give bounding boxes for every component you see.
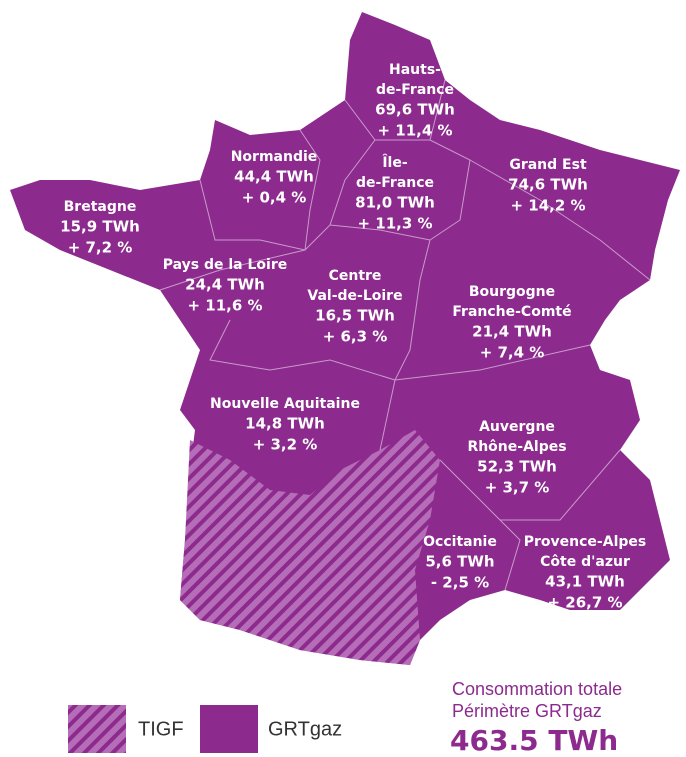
total-value: 463.5 TWh — [450, 724, 618, 757]
region-name: Hauts- — [389, 62, 441, 78]
region-consumption: 44,4 TWh — [234, 168, 314, 186]
region-name: Grand Est — [509, 157, 587, 173]
region-name: Occitanie — [423, 534, 497, 550]
region-name: Centre — [329, 268, 382, 284]
region-name: Rhône-Alpes — [467, 439, 566, 455]
legend-swatch — [68, 705, 126, 753]
region-consumption: 52,3 TWh — [477, 458, 557, 476]
region-name: Île- — [382, 154, 408, 171]
tigf-area — [180, 430, 440, 665]
region-change: + 0,4 % — [242, 189, 307, 207]
region-change: + 14,2 % — [510, 197, 585, 215]
region-name: de-France — [356, 175, 434, 191]
region-name: Provence-Alpes — [524, 534, 646, 550]
total-line: Périmètre GRTgaz — [452, 701, 602, 721]
legend-swatch — [200, 705, 258, 753]
region-name: Côte d'azur — [540, 554, 630, 570]
region-name: Normandie — [231, 149, 318, 165]
region-name: Val-de-Loire — [307, 288, 402, 304]
region-consumption: 15,9 TWh — [60, 218, 140, 236]
region-consumption: 69,6 TWh — [375, 101, 455, 119]
region-name: Auvergne — [479, 419, 555, 435]
legend-label: TIGF — [138, 718, 184, 740]
region-name: Bourgogne — [469, 284, 555, 300]
region-name: Pays de la Loire — [163, 257, 287, 273]
region-consumption: 24,4 TWh — [185, 276, 265, 294]
region-consumption: 21,4 TWh — [472, 323, 552, 341]
total-line: Consommation totale — [452, 679, 622, 699]
region-consumption: 5,6 TWh — [425, 553, 494, 571]
region-consumption: 81,0 TWh — [355, 194, 435, 212]
total: Consommation totale Périmètre GRTgaz 463… — [450, 679, 622, 757]
region-name: de-France — [376, 82, 454, 98]
region-borders — [159, 79, 651, 591]
region-consumption: 16,5 TWh — [315, 307, 395, 325]
region-consumption: 74,6 TWh — [508, 176, 588, 194]
legend: TIGF GRTgaz — [68, 705, 342, 753]
region-change: + 11,3 % — [357, 215, 432, 233]
region-change: + 11,6 % — [187, 297, 262, 315]
region-change: + 3,7 % — [485, 479, 550, 497]
france — [10, 12, 680, 665]
region-name: Nouvelle Aquitaine — [210, 396, 360, 412]
region-name: Bretagne — [64, 199, 137, 215]
region-name: Franche-Comté — [452, 304, 571, 320]
region-change: + 11,4 % — [377, 122, 452, 140]
region-change: - 2,5 % — [431, 574, 489, 592]
region-consumption: 14,8 TWh — [245, 415, 325, 433]
region-change: + 6,3 % — [323, 328, 388, 346]
region-change: + 7,2 % — [68, 239, 133, 257]
region-consumption: 43,1 TWh — [545, 573, 625, 591]
legend-label: GRTgaz — [268, 718, 342, 740]
region-change: + 26,7 % — [547, 594, 622, 612]
region-change: + 3,2 % — [253, 436, 318, 454]
region-change: + 7,4 % — [480, 344, 545, 362]
